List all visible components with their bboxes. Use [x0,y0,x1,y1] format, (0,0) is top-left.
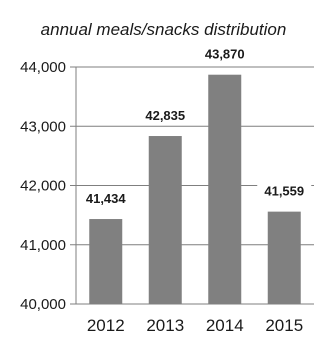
bar-2014 [208,74,242,304]
x-tick-label-2015: 2015 [265,316,303,335]
y-tick-label: 41,000 [20,237,66,254]
y-tick-label: 40,000 [20,296,66,313]
bar-2012 [89,219,123,304]
x-tick-label-2012: 2012 [87,316,125,335]
bar-2015 [267,211,301,304]
data-label-bg [257,182,312,201]
bars [89,74,301,304]
data-label-2012: 41,434 [86,191,127,206]
bar-2013 [148,136,182,304]
y-tick-label: 43,000 [20,118,66,135]
x-tick-label-2013: 2013 [146,316,184,335]
labels: 40,000 41,000 42,000 43,000 44,000 41,434 2012… [20,45,312,335]
data-label-2014: 43,870 [205,47,245,62]
x-tick-label-2014: 2014 [206,316,244,335]
y-tick-label: 42,000 [20,178,66,195]
chart-title: annual meals/snacks distribution [40,20,287,39]
data-label-2013: 42,835 [145,108,185,123]
data-label-bg [138,107,193,126]
data-label-bg [78,190,133,209]
y-tick-label: 44,000 [20,59,66,76]
data-label-bg [197,45,252,64]
data-label-2015: 41,559 [264,184,304,199]
